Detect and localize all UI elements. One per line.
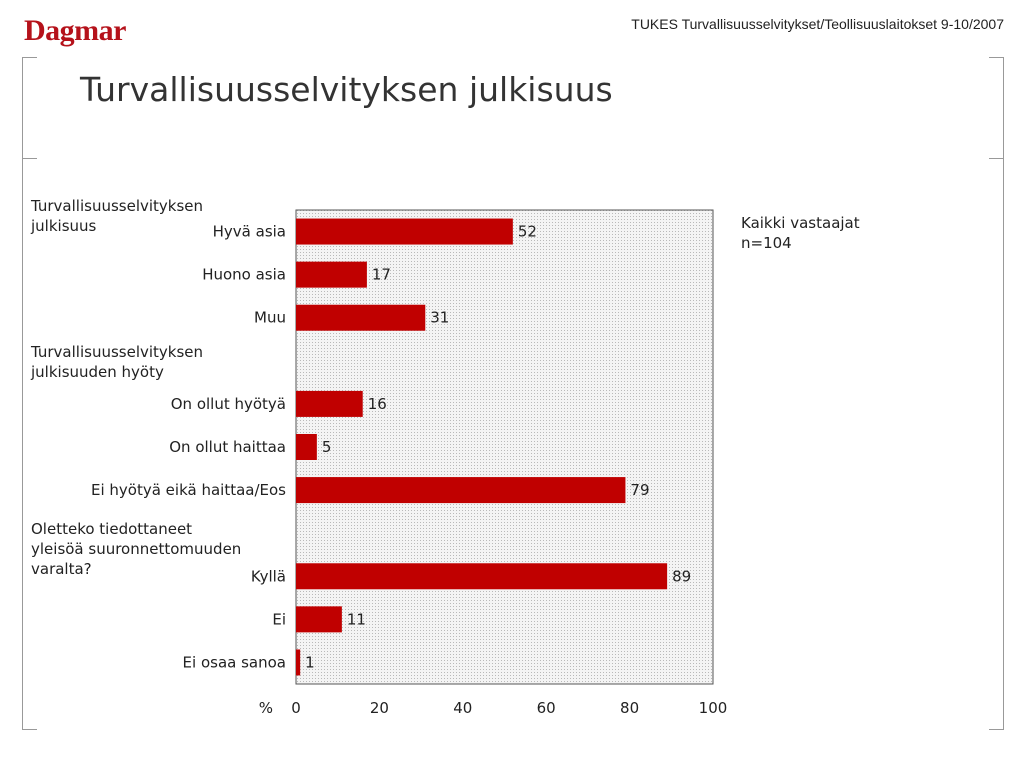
plot-area [295,209,714,685]
tick-label: 20 [370,699,389,717]
bar [296,304,426,331]
group-label-line: Turvallisuusselvityksen [31,343,204,361]
data-label: 11 [347,610,366,628]
group-label-julkisuus: Turvallisuusselvityksen julkisuus [31,196,203,236]
tick-label: 40 [453,699,472,717]
category-label: On ollut haittaa [169,438,286,456]
bar [296,563,668,590]
tick-label: 60 [537,699,556,717]
group-label-line: yleisöä suuronnettomuuden [31,540,242,558]
data-label: 1 [305,653,315,671]
tick-label: 0 [291,699,301,717]
tick-label: 80 [620,699,639,717]
bar [296,390,363,417]
category-label: Ei osaa sanoa [183,653,286,671]
group-label-line: julkisuus [31,217,97,235]
frame-right-side [989,157,1004,730]
category-label: Muu [254,309,286,327]
category-label: On ollut hyötyä [171,395,286,413]
bar [296,218,513,245]
category-label: Huono asia [202,266,286,284]
bar [296,434,317,460]
data-label: 52 [518,223,537,241]
dagmar-logo: Dagmar [24,14,126,47]
data-label: 5 [322,438,332,456]
group-label-line: varalta? [31,560,92,578]
category-label: Kyllä [251,567,286,585]
sample-note-line2: n=104 [741,234,792,252]
category-label: Hyvä asia [213,223,286,241]
frame-corner-top-right [989,57,1004,159]
data-label: 17 [372,266,391,284]
tick-label: 100 [699,699,728,717]
data-label: 89 [672,567,691,585]
page-title: Turvallisuusselvityksen julkisuus [80,70,613,109]
bar [296,261,367,288]
bar [296,606,342,633]
group-label-hyoty: Turvallisuusselvityksen julkisuuden hyöt… [31,342,203,382]
group-label-line: Oletteko tiedottaneet [31,520,193,538]
data-label: 31 [430,309,449,327]
data-label: 16 [368,395,387,413]
group-label-line: julkisuuden hyöty [31,363,164,381]
data-label: 79 [630,481,649,499]
bar [296,477,626,504]
bar [296,649,301,676]
category-label: Ei hyötyä eikä haittaa/Eos [91,481,286,499]
axis-unit-label: % [259,699,273,717]
frame-left-side [22,157,37,730]
sample-note: Kaikki vastaajat n=104 [741,213,860,253]
category-label: Ei [272,610,286,628]
group-label-tiedottaminen: Oletteko tiedottaneet yleisöä suuronnett… [31,519,241,579]
source-text: TUKES Turvallisuusselvitykset/Teollisuus… [631,16,1004,32]
group-label-line: Turvallisuusselvityksen [31,197,204,215]
sample-note-line1: Kaikki vastaajat [741,214,860,232]
frame-corner-top-left [22,57,37,159]
